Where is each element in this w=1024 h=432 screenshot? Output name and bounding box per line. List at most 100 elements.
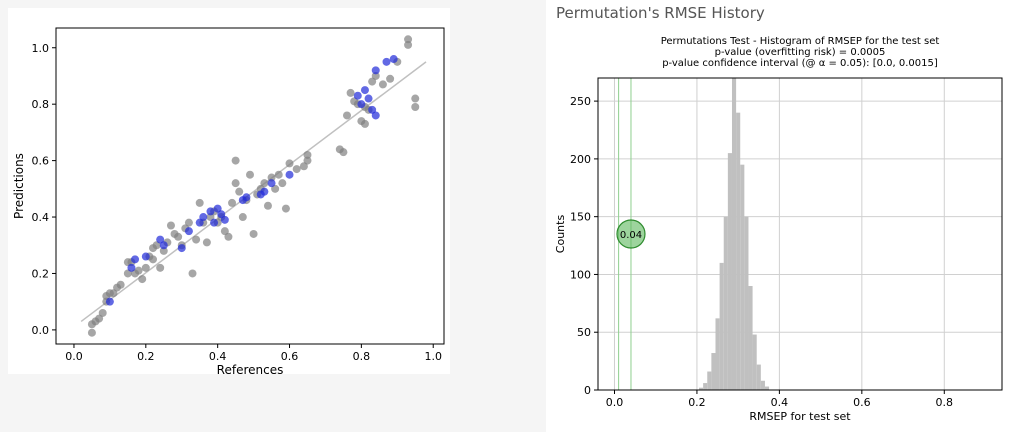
x-tick-label: 0.0 [606,396,624,409]
scatter-point [303,150,312,159]
histogram-panel: Permutation's RMSE History Permutations … [546,0,1024,432]
scatter-point [238,213,247,222]
scatter-point [378,80,387,89]
histogram-bar [764,386,770,390]
y-tick-label: 0 [584,384,591,397]
histogram-bar [699,387,704,390]
scatter-point [199,213,208,222]
scatter-point [281,204,290,213]
scatter-point [246,170,254,179]
scatter-point [360,119,369,128]
scatter-point [220,215,229,224]
x-tick-label: 0.4 [209,350,227,363]
x-tick-label: 0.2 [137,350,155,363]
x-axis-label: RMSEP for test set [749,410,851,423]
scatter-point [206,207,215,216]
scatter-point [131,255,140,264]
scatter-point [166,221,175,230]
scatter-point [156,263,165,272]
x-tick-label: 0.6 [281,350,299,363]
scatter-point [138,275,147,284]
scatter-point [105,297,114,306]
scatter-point [353,91,362,100]
scatter-plot: 0.0 0.2 0.4 0.6 0.8 1.0 0.0 0.2 0.4 0.6 0.8 1.0 Refe… [12,27,445,377]
histogram-bar [744,216,749,390]
scatter-point [274,170,283,179]
chart-title-line: p-value confidence interval (@ α = 0.05)… [662,58,938,69]
scatter-point [141,263,150,272]
x-axis-label: References [217,363,284,374]
y-axis-label: Predictions [12,153,26,219]
scatter-point [98,308,107,317]
chart-title-line: p-value (overfitting risk) = 0.0005 [715,47,886,58]
scatter-point [202,238,211,247]
scatter-point [278,179,287,188]
scatter-point [134,266,143,275]
y-tick-label: 0.0 [32,324,50,337]
histogram-bar [748,286,753,390]
scatter-point [141,252,150,261]
y-tick-label: 0.6 [32,155,50,168]
histogram-bar [731,78,737,390]
scatter-point [260,187,269,196]
scatter-point [411,103,420,111]
scatter-point [371,71,380,80]
x-tick-label: 0.8 [936,396,954,409]
scatter-point [267,179,276,188]
scatter-point [242,193,251,202]
histogram-bar [723,216,728,390]
x-tick-label: 0.0 [65,350,83,363]
histogram-bar [756,364,761,390]
y-tick-label: 200 [570,153,591,166]
scatter-point [195,198,204,207]
scatter-point [174,232,183,241]
scatter-point [159,241,168,250]
scatter-panel: 0.0 0.2 0.4 0.6 0.8 1.0 0.0 0.2 0.4 0.6 0.8 1.0 Refe… [8,8,450,377]
scatter-point [339,148,348,157]
x-tick-label: 1.0 [424,350,442,363]
scatter-point [263,201,272,210]
histogram-chart: Permutations Test - Histogram of RMSEP f… [554,36,1003,423]
x-tick-label: 0.8 [353,350,371,363]
scatter-point [87,328,96,337]
scatter-point [188,269,197,278]
scatter-point [285,170,294,179]
histogram-bar [736,112,741,391]
scatter-point [343,111,351,120]
observed-value-marker [616,219,646,249]
x-tick-label: 0.4 [771,396,789,409]
y-tick-label: 50 [577,326,591,339]
scatter-point [228,198,237,207]
y-axis-label: Counts [554,215,567,254]
scatter-point [184,227,193,236]
histogram-bar [727,153,732,390]
scatter-point [231,179,240,188]
y-tick-label: 250 [570,95,591,108]
scatter-point [267,173,276,182]
scatter-point [364,94,373,103]
scatter-point [303,156,312,165]
scatter-point [260,179,269,188]
histogram-bar [711,353,716,390]
scatter-point [249,229,258,238]
y-tick-label: 0.4 [32,211,50,224]
scatter-point [411,94,420,103]
scatter-point [224,232,233,241]
scatter-point [292,165,301,174]
histogram-bar [752,334,757,390]
scatter-point [235,187,244,196]
scatter-point [382,57,391,66]
y-tick-label: 100 [570,268,591,281]
scatter-point [404,35,413,44]
x-tick-label: 0.6 [853,396,871,409]
histogram-bar [760,380,765,390]
scatter-point [231,156,240,165]
histogram-bar [715,318,720,390]
scatter-point [116,280,125,289]
scatter-point [149,255,157,264]
scatter-point [127,263,136,272]
scatter-point [371,111,380,120]
scatter-point [184,218,193,227]
scatter-point [360,86,369,95]
panel-title: Permutation's RMSE History [556,4,765,22]
